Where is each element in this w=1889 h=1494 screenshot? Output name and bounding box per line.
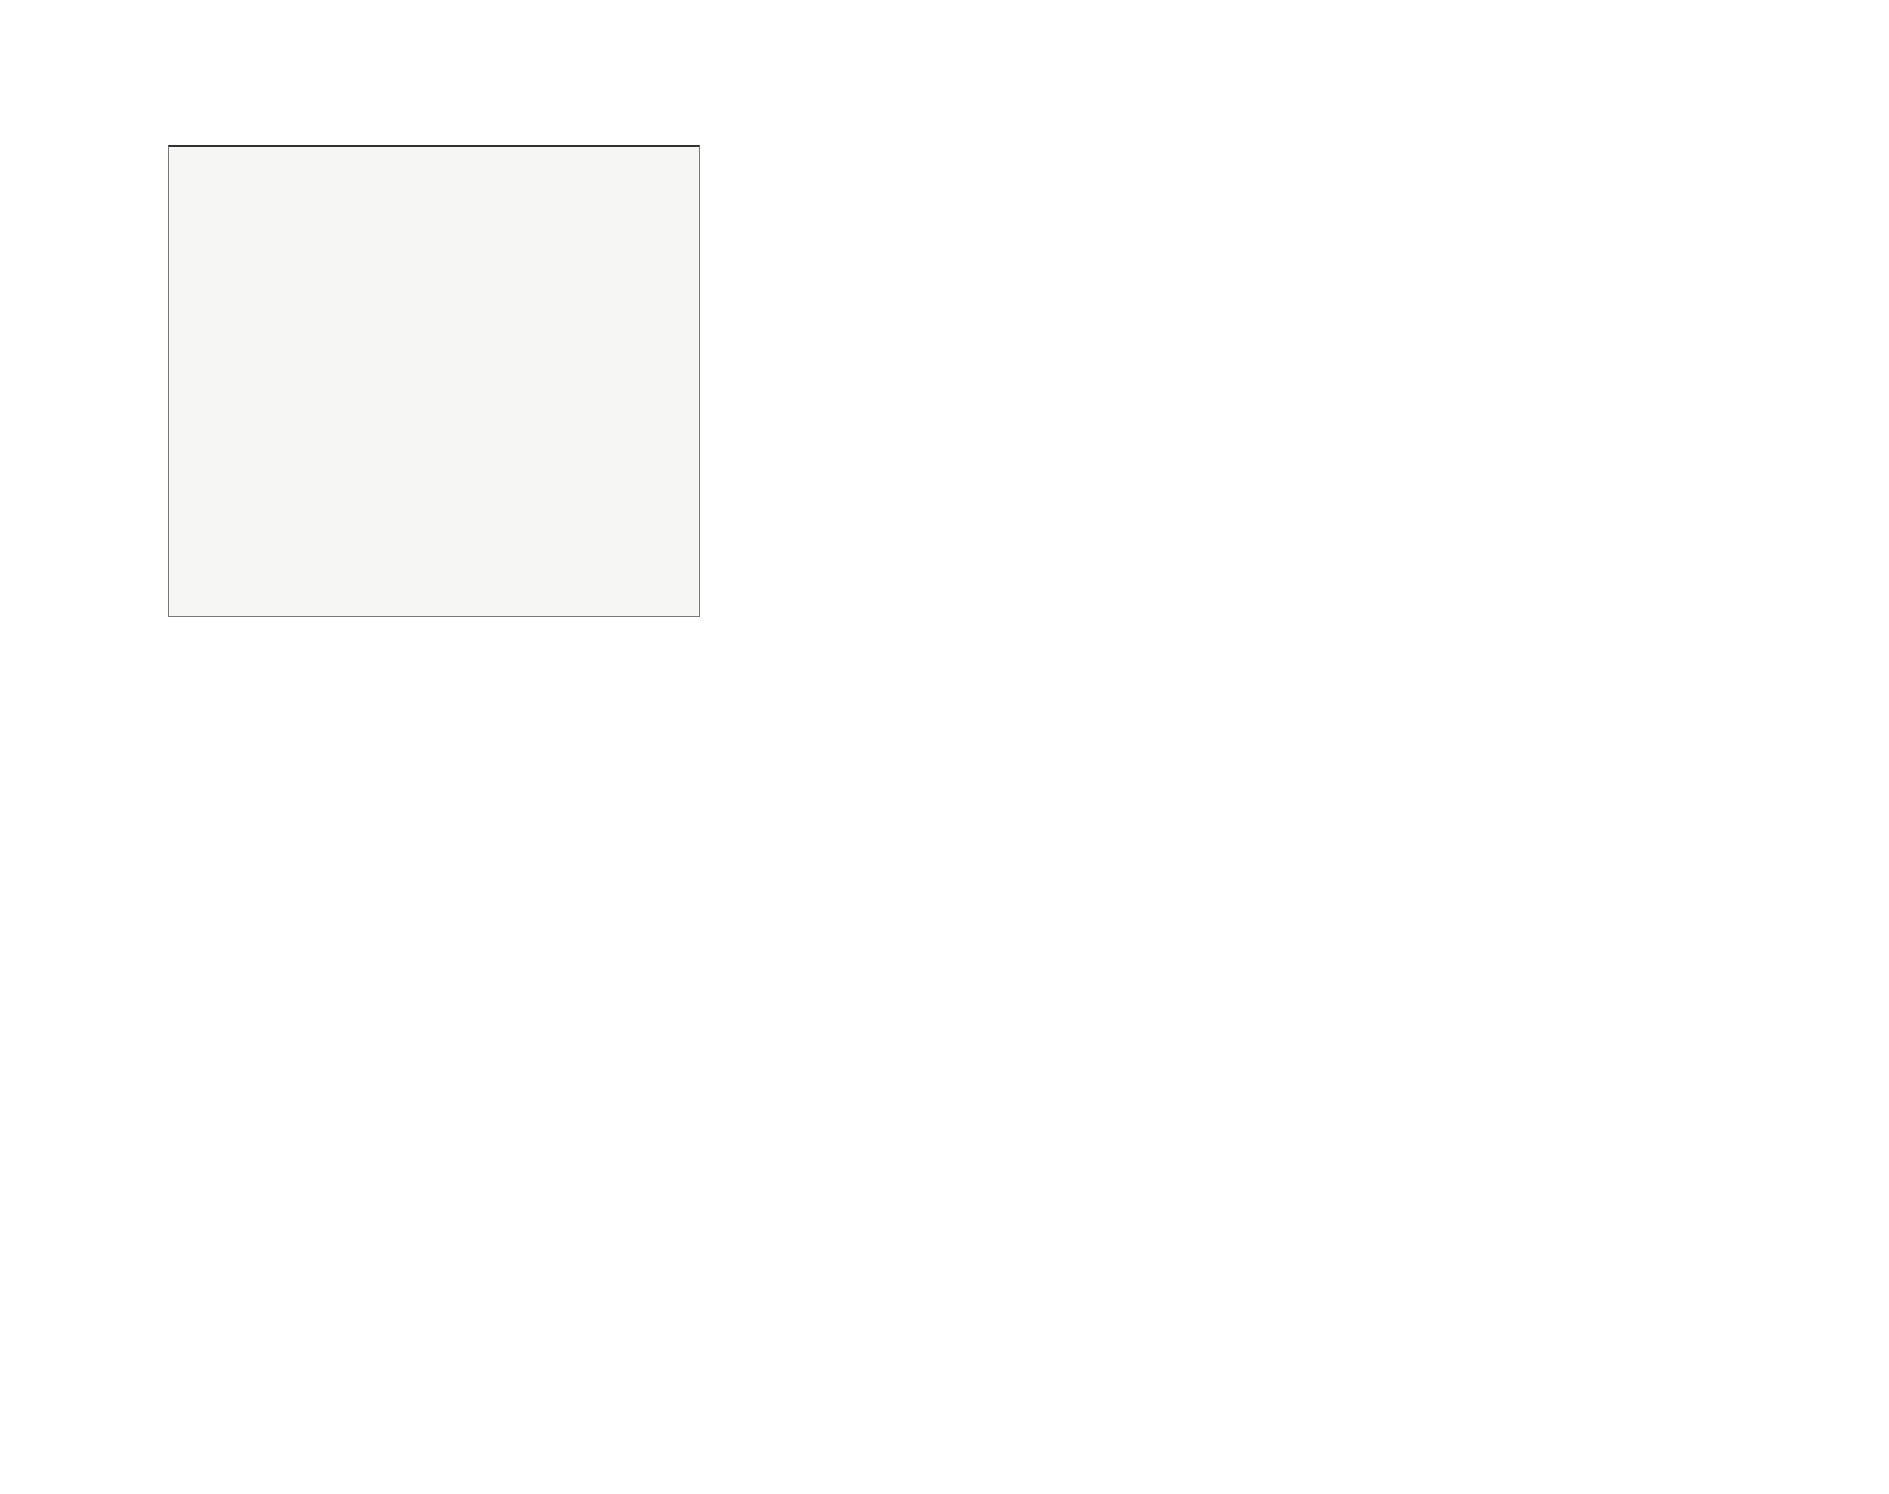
lightcurve-plot <box>755 135 1565 695</box>
finding-chart <box>168 145 700 617</box>
starfield-image <box>169 147 699 617</box>
histogram-plot <box>30 840 1000 1494</box>
